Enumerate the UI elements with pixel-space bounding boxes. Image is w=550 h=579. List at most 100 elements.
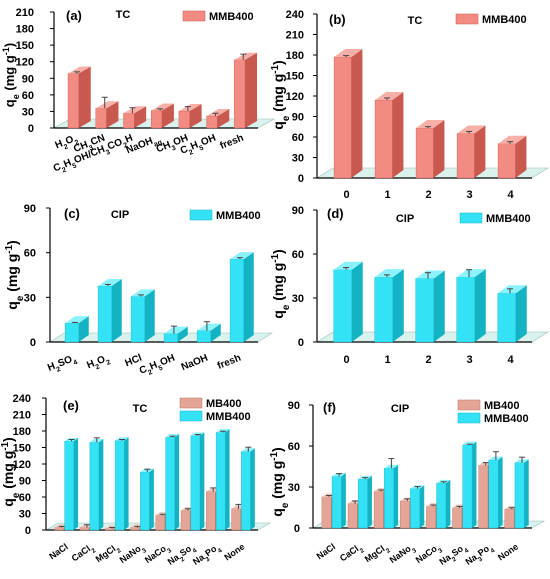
panel-d-ylabel: qe (mg g-1) [270, 249, 292, 318]
panel-f-xtick-label-part: 4 [489, 546, 496, 554]
panel-b-xtick-label: 3 [466, 189, 472, 201]
panel-e-ytick-label: 240 [13, 393, 31, 405]
panel-c-bar-MMB400-0 [64, 316, 89, 343]
panel-e-bar-MMB400-5-top [190, 432, 205, 436]
panel-d-xtick-label-part: 2 [425, 354, 431, 366]
panel-b-bar-MMB400-2 [415, 120, 445, 179]
panel-b-bar-MMB400-0-top [334, 48, 363, 57]
panel-a-xtick-label: CH3OH [155, 133, 191, 158]
ylabel-part: (mg g [4, 254, 20, 296]
panel-f-title: CIP [391, 403, 409, 415]
panel-a-bar-MMB400-3-side [161, 103, 174, 128]
ylabel-part: e [281, 304, 292, 310]
panel-c-title: CIP [111, 209, 129, 221]
panel-f-bar-MMB400-3 [410, 485, 425, 529]
panel-e-bar-MMB400-0-front [64, 440, 74, 531]
panel-e-xtick-label-part: CaCl [70, 543, 93, 563]
panel-a-bar-MMB400-0-top [68, 66, 91, 74]
panel-e-ytick-label: 210 [13, 410, 31, 422]
panel-e-xtick-label: NaNo3 [118, 541, 148, 568]
panel-f-bar-MB400-0-front [321, 496, 332, 529]
panel-c-bar-MMB400-5 [229, 252, 254, 343]
panel-c-bar-MMB400-1-front [97, 285, 112, 343]
ylabel-part: (mg g [270, 74, 286, 116]
panel-f-xtick-label-part: 3 [437, 546, 444, 554]
ylabel-part: e [280, 502, 291, 508]
ylabel-part: e [281, 115, 292, 121]
ylabel-part: ) [269, 447, 285, 452]
panel-f-legend-swatch [457, 399, 481, 411]
ylabel-part: -1 [1, 47, 11, 55]
panel-e-bar-MMB400-7-front [241, 451, 251, 531]
panel-a-bar-MMB400-5-top [206, 109, 230, 117]
panel-a-xtick-label-part: H [124, 133, 135, 146]
panel-b-ytick-label: 90 [292, 112, 304, 124]
panel-f-bar-MMB400-6 [488, 456, 503, 529]
panel-a-ytick-label: 210 [16, 7, 34, 19]
panel-c-xtick-label: C2H5OH [138, 353, 178, 379]
panel-a-ytick-label: 180 [16, 24, 34, 36]
ylabel-part: -1 [4, 244, 15, 253]
panel-c-xtick-label: fresh [216, 353, 243, 372]
panel-b-ytick-label: 210 [286, 30, 304, 42]
panel-b-bar-MMB400-3-top [457, 125, 486, 134]
panel-a-bar-MMB400-6 [234, 52, 258, 129]
panel-c-bar-MMB400-0-side [78, 316, 89, 342]
panel-b-title: TC [408, 15, 423, 27]
panel-f-xtick-label-part: NaCo [414, 543, 439, 565]
panel-f-ylabel: qe (mg g-1) [269, 447, 291, 516]
panel-c-bar-MMB400-3-side [177, 326, 188, 342]
panel-a-ylabel: qe (mg g-1) [1, 43, 21, 107]
panel-f-bar-MMB400-0-side [341, 473, 346, 528]
panel-b-bar-MMB400-2-front [415, 127, 434, 179]
panel-a-ytick-label: 30 [22, 106, 34, 118]
panel-a-xtick-label-part: H [189, 140, 200, 153]
panel-f-bar-MB400-7-front [504, 508, 515, 529]
panel-c-bar-MMB400-4-front [196, 330, 211, 343]
panel-a-xtick-label-part: aq [153, 139, 163, 149]
panel-e-xtick-label-part: 4 [216, 546, 223, 554]
panel-a-xtick-label-part: 2 [61, 166, 67, 174]
panel-c-xtick-label-part: H [85, 358, 96, 371]
panel-e-bar-MMB400-1-side [98, 438, 104, 530]
ylabel-part: q [269, 508, 285, 517]
panel-b-bar-MMB400-3 [456, 125, 486, 179]
panel-d-ytick-label: 90 [292, 205, 304, 217]
panel-d-xtick-label: 1 [384, 354, 390, 366]
panel-b-ytick-label: 240 [286, 9, 304, 21]
panel-c-bar-MMB400-1-top [98, 278, 122, 286]
panel-d-xtick-label: 2 [425, 354, 431, 366]
panel-b-bar-MMB400-3-side [474, 125, 486, 178]
panel-a-xtick-label: CH3CN [72, 133, 107, 158]
panel-f-xtick-label-part: MgCl [363, 543, 387, 564]
panel-f-bar-MMB400-4-side [445, 479, 451, 528]
panel-b-xtick-label-part: 0 [343, 189, 349, 201]
panel-f-bar-MMB400-2-front [384, 467, 394, 529]
panel-e-bar-MMB400-3-side [149, 468, 154, 530]
panel-e-xtick-label-part: 3 [141, 546, 148, 554]
panel-e-xtick-label-part: None [222, 541, 246, 562]
panel-c-xtick-label-part: NaOH [180, 353, 210, 374]
panel-f-bar-MMB400-5-top [462, 441, 477, 445]
panel-f-xtick-label-part: 2 [358, 546, 365, 554]
ylabel-part: q [270, 121, 286, 130]
panel-a-xtick-label-part: 2 [122, 141, 128, 149]
panel-c-bar-MMB400-5-top [230, 252, 254, 260]
ylabel-part: q [2, 99, 17, 107]
panel-a-bar-MMB400-4 [178, 104, 202, 129]
panel-b-xtick-label-part: 3 [466, 189, 472, 201]
panel-a-xtick-label-part: C [52, 162, 63, 175]
panel-a-xtick-label: C2H5OH [179, 133, 219, 159]
panel-a-ytick-label: 60 [22, 90, 34, 102]
panel-c-xtick-label-part: 2 [105, 359, 111, 367]
panel-a-xtick-label-part: 3 [171, 144, 177, 152]
panel-c-ytick-label: 30 [24, 292, 36, 304]
panel-c-bar-MMB400-1-side [111, 278, 122, 342]
panel-b-legend-swatch [455, 13, 479, 25]
panel-e-bar-MMB400-7-side [250, 448, 255, 530]
panel-a-ytick-label: 90 [22, 73, 34, 85]
panel-e-ytick-label: 150 [13, 443, 31, 455]
